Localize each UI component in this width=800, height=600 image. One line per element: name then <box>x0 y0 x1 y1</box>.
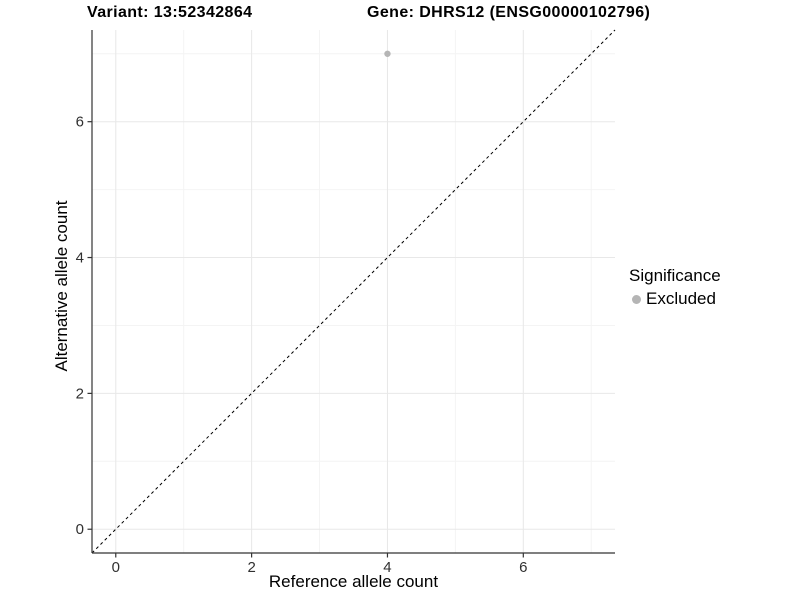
legend-item-label: Excluded <box>646 289 716 308</box>
y-tick-label: 6 <box>76 114 84 131</box>
y-axis-title: Alternative allele count <box>52 200 71 372</box>
x-tick-label: 6 <box>519 559 527 576</box>
x-axis-title: Reference allele count <box>268 572 439 591</box>
y-tick-label: 4 <box>76 250 84 267</box>
x-tick-label: 4 <box>383 559 391 576</box>
y-tick-label: 2 <box>76 385 84 402</box>
legend-key-dot-icon <box>632 294 641 304</box>
legend-item-excluded: Excluded <box>629 289 721 309</box>
plot-title-gene: Gene: DHRS12 (ENSG00000102796) <box>367 4 651 21</box>
legend: Significance Excluded <box>629 266 721 309</box>
x-tick-label: 2 <box>247 559 255 576</box>
identity-reference-line <box>91 29 616 554</box>
data-point <box>384 50 391 57</box>
legend-title: Significance <box>629 266 721 285</box>
plot-title-variant: Variant: 13:52342864 <box>87 4 253 21</box>
x-tick-label: 0 <box>112 559 120 576</box>
y-tick-label: 0 <box>76 521 84 538</box>
